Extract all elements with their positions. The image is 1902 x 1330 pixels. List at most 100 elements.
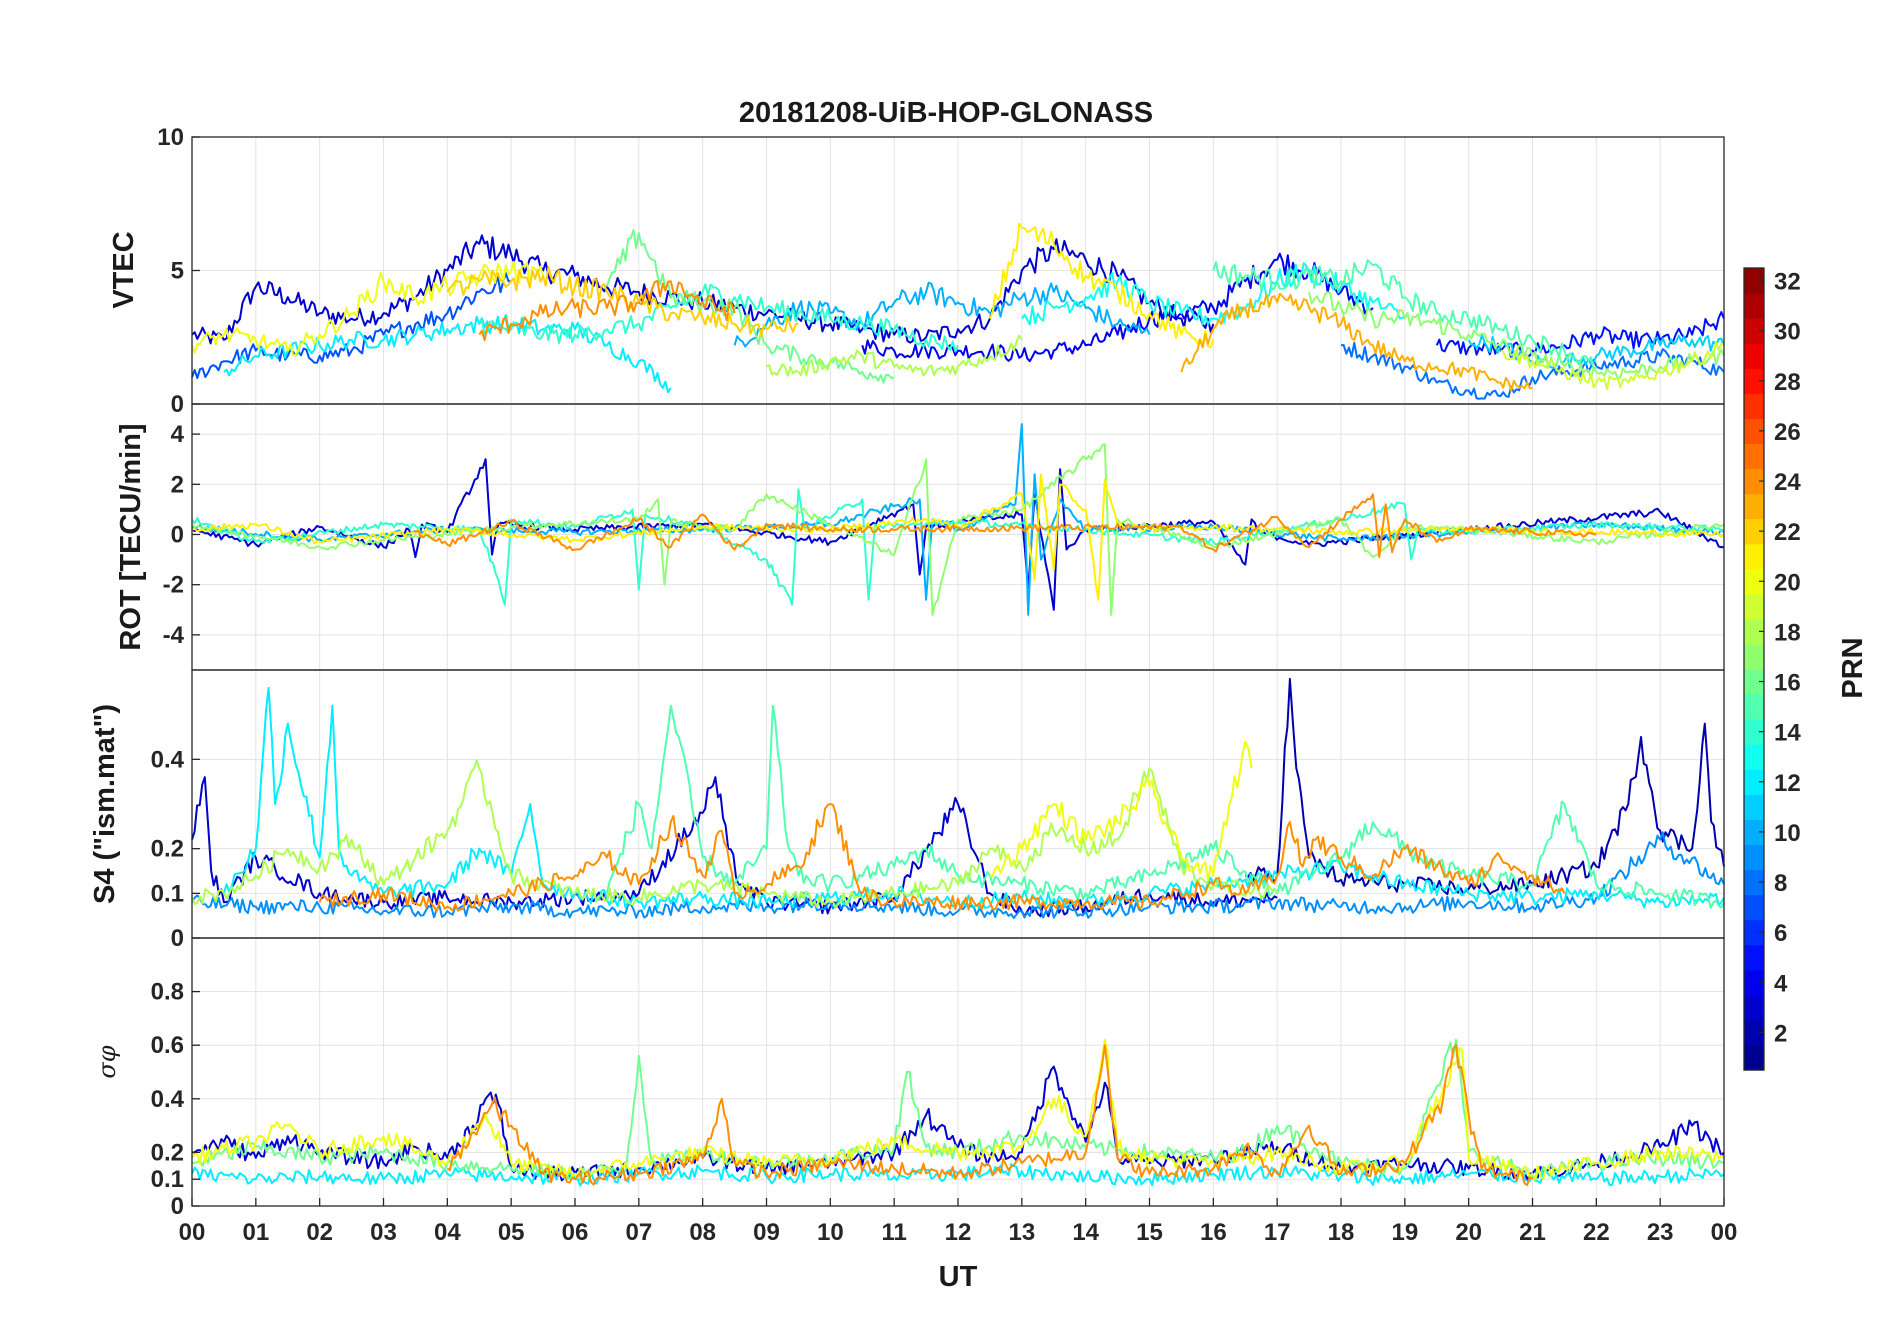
- prn-trace: [222, 686, 1725, 910]
- colorbar-frame: [1743, 267, 1765, 1071]
- x-tick-label: 09: [753, 1219, 780, 1246]
- x-tick-label: 16: [1200, 1219, 1227, 1246]
- prn-trace: [1340, 341, 1725, 400]
- prn-trace: [989, 740, 1253, 882]
- prn-trace: [223, 314, 672, 394]
- s4-traces: [191, 677, 1725, 920]
- colorbar-tick-label: 14: [1774, 720, 1801, 747]
- colorbar-band: [1744, 819, 1764, 846]
- y-tick-label: -2: [163, 572, 184, 599]
- rot-y-ticks: -4 -2 0 2 4: [163, 421, 200, 649]
- colorbar-band: [1744, 393, 1764, 419]
- colorbar-tick-label: 20: [1774, 569, 1801, 596]
- rot-traces: [191, 423, 1725, 616]
- x-tick-label: 05: [498, 1219, 525, 1246]
- vtec-y-label: VTEC: [108, 231, 140, 308]
- prn-trace: [988, 222, 1215, 348]
- prn-trace: [478, 280, 736, 342]
- x-tick-label: 02: [306, 1219, 333, 1246]
- prn-trace: [414, 493, 1597, 559]
- prn-trace: [1244, 677, 1725, 896]
- rot-y-label: ROT [TECU/min]: [115, 423, 147, 650]
- colorbar-band: [1744, 1019, 1764, 1046]
- x-tick-label: 23: [1647, 1219, 1674, 1246]
- y-tick-label: 0.1: [151, 880, 184, 907]
- y-tick-label: 0.2: [151, 836, 184, 863]
- colorbar-band: [1744, 368, 1764, 394]
- colorbar-band: [1744, 1044, 1764, 1071]
- colorbar-band: [1744, 593, 1764, 620]
- x-axis-ticks: 00 01 02 03 04 05 06 07 08 09 10 11 12 13 14 15 16 17 18 19…: [179, 1198, 1737, 1246]
- colorbar-band: [1744, 418, 1764, 445]
- colorbar-tick-label: 6: [1774, 920, 1787, 947]
- colorbar-tick-label: 12: [1774, 770, 1801, 797]
- colorbar-band: [1744, 694, 1764, 720]
- x-tick-label: 03: [370, 1219, 397, 1246]
- x-axis-label: UT: [939, 1261, 978, 1293]
- y-tick-label: 0.8: [151, 979, 184, 1006]
- y-tick-label: 0.6: [151, 1032, 184, 1059]
- y-tick-label: 0.4: [151, 746, 185, 773]
- colorbar-band: [1744, 969, 1764, 996]
- y-tick-label: 0: [171, 521, 184, 548]
- panel-rot: -4 -2 0 2 4 ROT [TECU/min]: [115, 403, 1725, 671]
- sigma-y-ticks: 00.10.2 0.4 0.6 0.8: [151, 979, 200, 1220]
- colorbar-tick-label: 30: [1774, 319, 1801, 346]
- colorbar-tick-label: 32: [1774, 269, 1801, 296]
- y-tick-label: 0: [171, 391, 184, 418]
- colorbar-band: [1744, 293, 1764, 319]
- colorbar-tick-label: 8: [1774, 870, 1787, 897]
- x-tick-label: 12: [945, 1219, 972, 1246]
- sigma-y-label: σφ: [93, 1045, 121, 1078]
- colorbar-band: [1744, 618, 1764, 645]
- prn-trace: [191, 272, 512, 380]
- colorbar-tick-label: 26: [1774, 419, 1801, 446]
- colorbar-band: [1744, 518, 1764, 545]
- x-tick-label: 20: [1455, 1219, 1482, 1246]
- y-tick-label: 5: [171, 258, 184, 285]
- colorbar-tick-label: 24: [1774, 469, 1801, 496]
- colorbar-band: [1744, 493, 1764, 520]
- chart-title: 20181208-UiB-HOP-GLONASS: [739, 97, 1153, 129]
- prn-trace: [1467, 334, 1725, 369]
- x-tick-label: 11: [881, 1219, 906, 1246]
- prn-trace: [1180, 292, 1533, 392]
- prn-trace: [1212, 259, 1598, 371]
- colorbar-band: [1744, 944, 1764, 971]
- sigma-traces: [191, 1038, 1725, 1187]
- x-tick-label: 15: [1136, 1219, 1163, 1246]
- colorbar-band: [1744, 769, 1764, 795]
- panel-vtec: 0 5 10 VTEC: [108, 124, 1725, 418]
- colorbar-band: [1744, 894, 1764, 921]
- colorbar-band: [1744, 568, 1764, 595]
- colorbar-band: [1744, 343, 1764, 369]
- colorbar-band: [1744, 794, 1764, 820]
- prn-trace: [1500, 341, 1725, 391]
- panel-sigma-phi: 00.10.2 0.4 0.6 0.8 σφ: [93, 937, 1725, 1220]
- x-tick-label: 19: [1391, 1219, 1418, 1246]
- prn-trace: [318, 803, 1566, 913]
- prn-trace: [191, 831, 1725, 920]
- colorbar-band: [1744, 869, 1764, 896]
- colorbar-band: [1744, 443, 1764, 470]
- prn-trace: [733, 281, 1151, 348]
- prn-trace: [191, 1038, 1725, 1181]
- x-tick-label: 13: [1008, 1219, 1035, 1246]
- colorbar-tick-label: 16: [1774, 670, 1801, 697]
- colorbar-tick-label: 28: [1774, 369, 1801, 396]
- y-tick-label: 0.4: [151, 1086, 185, 1113]
- colorbar-band: [1744, 268, 1764, 294]
- colorbar-band: [1744, 994, 1764, 1021]
- vtec-traces: [191, 222, 1725, 400]
- colorbar-label: PRN: [1837, 637, 1869, 698]
- colorbar-band: [1744, 543, 1764, 570]
- prn-trace: [191, 1065, 1725, 1182]
- colorbar-band: [1744, 719, 1764, 745]
- colorbar-band: [1744, 669, 1764, 695]
- colorbar-tick-label: 22: [1774, 519, 1801, 546]
- x-tick-label: 06: [562, 1219, 589, 1246]
- x-tick-label: 21: [1519, 1219, 1546, 1246]
- x-tick-label: 10: [817, 1219, 844, 1246]
